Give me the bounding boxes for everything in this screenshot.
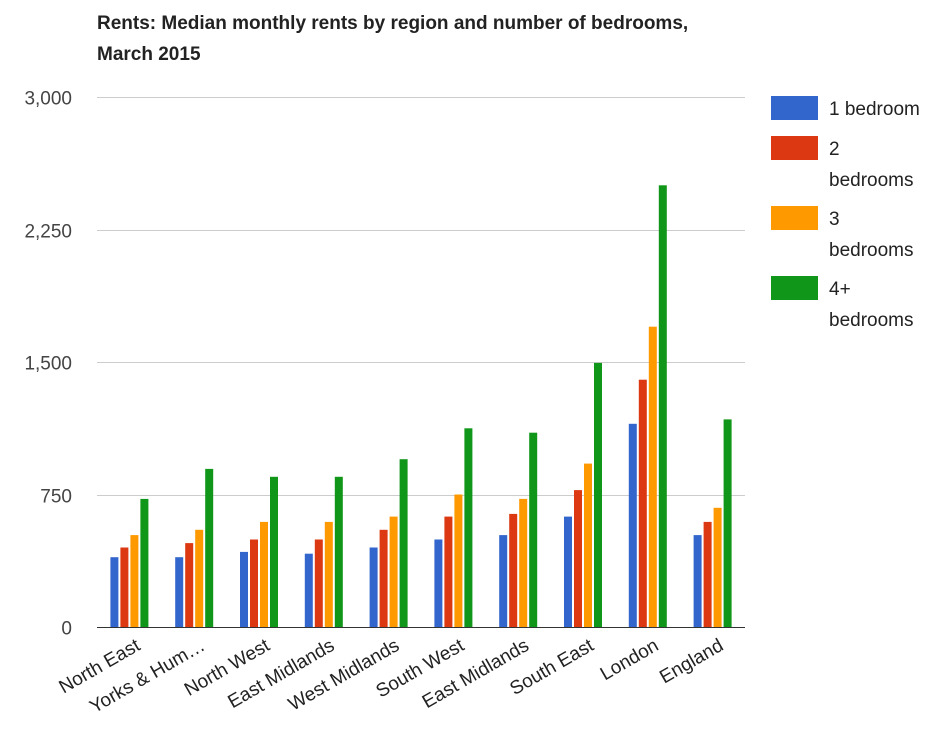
bar <box>324 521 333 627</box>
bar <box>519 498 528 627</box>
bar <box>304 553 313 627</box>
bar <box>499 535 508 627</box>
legend-label: 4+ <box>829 279 851 300</box>
bar <box>693 535 702 627</box>
y-tick-label: 2,250 <box>24 222 72 243</box>
bar <box>334 476 343 627</box>
legend-swatch <box>771 96 818 120</box>
legend-label: 3 <box>829 209 840 230</box>
chart-title: Rents: Median monthly rents by region an… <box>97 13 689 65</box>
legend-label: bedrooms <box>829 240 914 261</box>
legend-label: 1 bedroom <box>829 99 920 120</box>
bar <box>434 539 443 627</box>
bar <box>205 468 214 627</box>
bar <box>574 490 582 627</box>
bar <box>713 507 722 628</box>
bar <box>444 516 453 627</box>
bar <box>175 557 184 627</box>
bar <box>240 551 248 627</box>
y-tick-label: 1,500 <box>24 354 72 375</box>
bar <box>509 513 518 627</box>
bar <box>314 539 323 627</box>
legend-label: bedrooms <box>829 170 914 191</box>
bar <box>389 516 398 627</box>
bar <box>399 459 408 627</box>
y-tick-label: 3,000 <box>24 89 72 110</box>
bar <box>120 547 129 627</box>
bar <box>140 498 149 627</box>
bar <box>594 362 602 627</box>
bar <box>369 547 378 627</box>
x-tick-label: West Midlands <box>285 635 403 715</box>
legend-swatch <box>771 276 818 300</box>
bar <box>379 529 388 627</box>
bars <box>110 185 732 628</box>
bar <box>250 539 258 627</box>
bar <box>648 326 657 627</box>
bar <box>130 535 139 627</box>
bar <box>464 428 473 628</box>
legend-swatch <box>771 206 818 230</box>
bar <box>638 379 647 627</box>
y-tick-label: 750 <box>40 487 72 508</box>
bar <box>703 521 712 627</box>
bar <box>723 419 732 627</box>
x-tick-label: London <box>597 635 662 685</box>
legend-label: bedrooms <box>829 310 914 331</box>
bar <box>260 521 268 627</box>
y-axis-ticks: 0 750 1,500 2,250 3,000 <box>24 89 72 640</box>
bar <box>454 494 463 627</box>
bar <box>110 557 119 627</box>
y-tick-label: 0 <box>61 619 72 640</box>
bar <box>628 423 637 627</box>
legend-swatch <box>771 136 818 160</box>
bar <box>270 476 278 627</box>
bar <box>529 432 538 627</box>
legend: 1 bedroom 2 bedrooms 3 bedrooms 4+ bedrooms <box>771 96 920 331</box>
gridlines <box>97 97 745 496</box>
x-tick-label: England <box>656 635 727 688</box>
legend-label: 2 <box>829 139 840 160</box>
bar <box>185 543 194 627</box>
bar <box>195 529 204 627</box>
bar <box>658 185 667 628</box>
bar <box>564 516 572 627</box>
bar <box>584 463 592 627</box>
